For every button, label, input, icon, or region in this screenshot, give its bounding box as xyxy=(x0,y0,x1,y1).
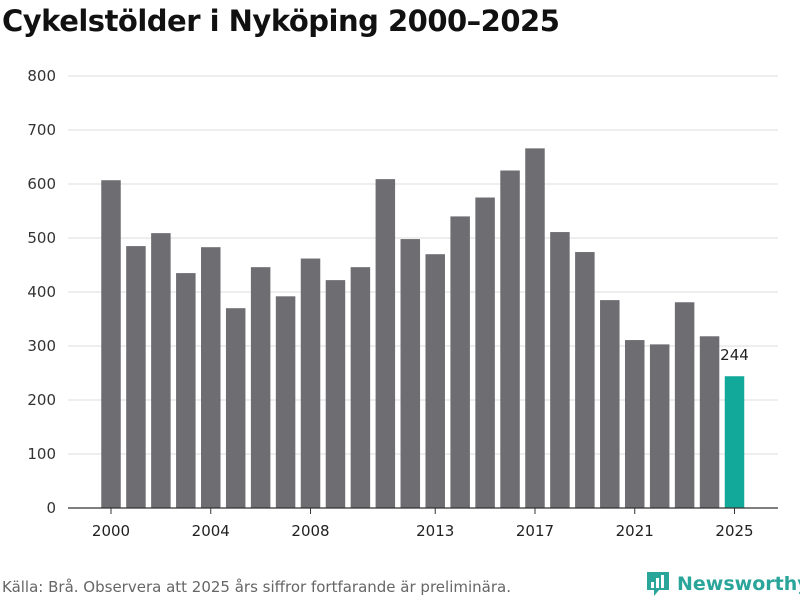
bar-2025 xyxy=(724,376,745,508)
bar-2011 xyxy=(375,179,396,508)
bar-2015 xyxy=(475,197,495,508)
bar-2021 xyxy=(624,340,645,508)
chart-title: Cykelstölder i Nyköping 2000–2025 xyxy=(2,4,560,38)
bar-2004 xyxy=(201,247,221,508)
brand-logo: Newsworthy xyxy=(645,570,800,598)
x-tick-label: 2021 xyxy=(616,522,654,540)
y-tick-label: 200 xyxy=(27,391,56,409)
bars xyxy=(101,148,745,509)
y-axis-ticks: 0 100 200 300 400 500 600 700 800 xyxy=(27,67,56,517)
x-tick-label: 2004 xyxy=(192,522,230,540)
newsworthy-logo-icon xyxy=(647,572,669,596)
gridlines xyxy=(68,75,778,455)
bar-2014 xyxy=(450,216,470,508)
source-note: Källa: Brå. Observera att 2025 års siffr… xyxy=(2,578,511,596)
y-tick-label: 100 xyxy=(27,445,56,463)
bar-2000 xyxy=(101,180,121,508)
bar-2006 xyxy=(250,267,271,508)
y-tick-label: 300 xyxy=(27,337,56,355)
bar-2023 xyxy=(674,302,695,508)
x-axis-ticks: 2000 2004 2008 2013 2017 2021 2025 xyxy=(92,508,754,540)
y-tick-label: 700 xyxy=(27,121,56,139)
bar-2019 xyxy=(575,252,595,508)
bar-2009 xyxy=(325,280,346,508)
bar-2024 xyxy=(699,336,720,508)
x-tick-label: 2013 xyxy=(416,522,454,540)
y-tick-label: 400 xyxy=(27,283,56,301)
bar-2002 xyxy=(151,233,171,508)
x-tick-label: 2008 xyxy=(291,522,329,540)
brand-name: Newsworthy xyxy=(677,573,800,595)
bar-2016 xyxy=(500,170,520,508)
y-tick-label: 600 xyxy=(27,175,56,193)
bar-2020 xyxy=(600,300,620,508)
x-tick-label: 2017 xyxy=(516,522,554,540)
bar-2005 xyxy=(225,308,246,508)
bar-2018 xyxy=(550,232,570,508)
bar-2003 xyxy=(176,273,196,508)
bar-2001 xyxy=(126,246,146,508)
bar-2013 xyxy=(425,254,445,508)
bar-2008 xyxy=(300,258,321,508)
bar-2012 xyxy=(400,239,421,508)
bar-2007 xyxy=(275,296,296,508)
y-tick-label: 0 xyxy=(46,499,56,517)
x-tick-label: 2000 xyxy=(92,522,130,540)
bar-2010 xyxy=(350,267,371,508)
data-labels: 244 xyxy=(720,346,749,364)
y-tick-label: 500 xyxy=(27,229,56,247)
bar-2022 xyxy=(649,344,670,508)
bar-2017 xyxy=(525,148,545,509)
data-label-2025: 244 xyxy=(720,346,749,364)
y-tick-label: 800 xyxy=(27,67,56,85)
x-tick-label: 2025 xyxy=(715,522,753,540)
